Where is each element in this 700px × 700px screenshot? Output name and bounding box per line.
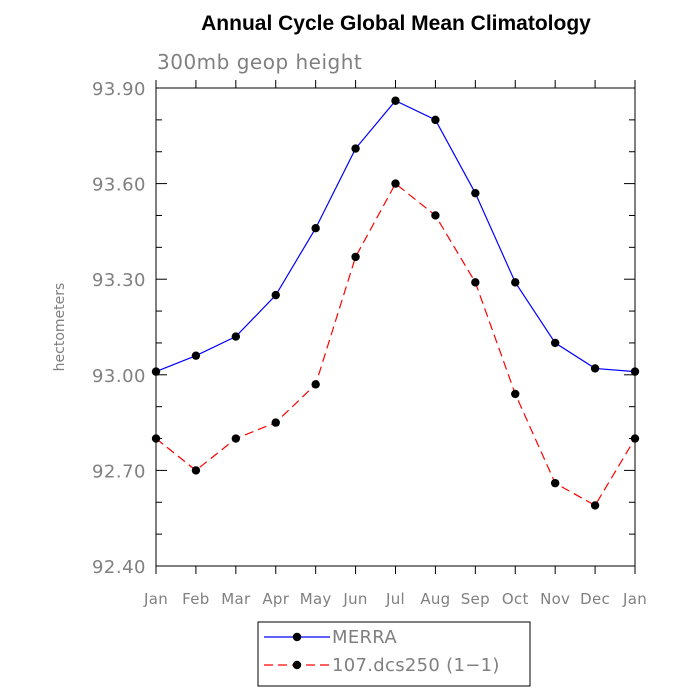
data-point: [391, 179, 400, 188]
data-point: [630, 434, 640, 443]
legend-marker: [292, 660, 302, 670]
data-point: [550, 478, 560, 488]
data-point: [431, 211, 440, 220]
data-point: [151, 434, 161, 443]
x-tick-label: Jun: [342, 590, 367, 608]
plot-frame: [155, 87, 636, 567]
data-point: [590, 364, 600, 373]
chart-title: Annual Cycle Global Mean Climatology: [201, 12, 591, 35]
y-tick-label: 93.60: [92, 175, 146, 196]
x-tick-label: Apr: [262, 590, 289, 608]
legend-label: MERRA: [332, 627, 397, 648]
x-tick-label: Mar: [221, 590, 251, 608]
y-tick-label: 92.40: [92, 557, 146, 578]
legend-entries: MERRA 107.dcs250 (1−1): [264, 627, 500, 676]
y-axis: 93.90 93.60 93.30 93.00 92.70 92.40: [92, 79, 635, 578]
series-layer: [151, 96, 640, 510]
data-point: [431, 115, 440, 125]
legend: MERRA 107.dcs250 (1−1): [257, 621, 531, 687]
data-point: [231, 332, 241, 341]
data-point: [311, 224, 320, 233]
data-point: [590, 501, 600, 510]
data-point: [471, 188, 480, 198]
data-point: [191, 351, 201, 360]
data-point: [351, 144, 360, 153]
legend-box: [257, 621, 531, 687]
data-point: [471, 278, 480, 287]
data-point: [511, 278, 520, 287]
data-point: [391, 96, 400, 105]
x-tick-label: Oct: [502, 590, 529, 608]
chart-subtitle: 300mb geop height: [157, 50, 362, 74]
x-tick-label: Sep: [461, 590, 490, 608]
series-line: [155, 100, 636, 373]
x-axis: Jan Feb Mar Apr May Jun Jul Aug Sep Oct Nov Dec Jan: [143, 80, 647, 608]
y-tick-label: 93.90: [92, 79, 146, 100]
y-tick-label: 93.30: [92, 270, 146, 291]
data-point: [151, 367, 161, 376]
x-tick-label: Jan: [622, 590, 647, 608]
data-point: [311, 380, 320, 389]
x-tick-label: Feb: [182, 590, 209, 608]
data-point: [630, 367, 640, 376]
y-axis-label: hectometers: [52, 283, 68, 372]
y-tick-label: 93.00: [92, 366, 146, 387]
legend-marker: [292, 632, 302, 642]
data-point: [271, 418, 280, 427]
x-tick-label: Jan: [143, 590, 168, 608]
legend-label: 107.dcs250 (1−1): [332, 655, 500, 676]
data-point: [271, 290, 280, 300]
data-point: [351, 252, 360, 262]
x-tick-label: Nov: [540, 590, 570, 608]
y-tick-label: 92.70: [92, 461, 146, 482]
data-point: [191, 466, 201, 475]
data-point: [550, 338, 560, 348]
x-tick-label: May: [300, 590, 332, 608]
x-tick-label: Aug: [420, 590, 450, 608]
data-point: [231, 434, 241, 443]
data-point: [511, 389, 520, 399]
x-tick-label: Dec: [580, 590, 610, 608]
series-line: [155, 182, 636, 507]
x-tick-label: Jul: [385, 590, 405, 608]
